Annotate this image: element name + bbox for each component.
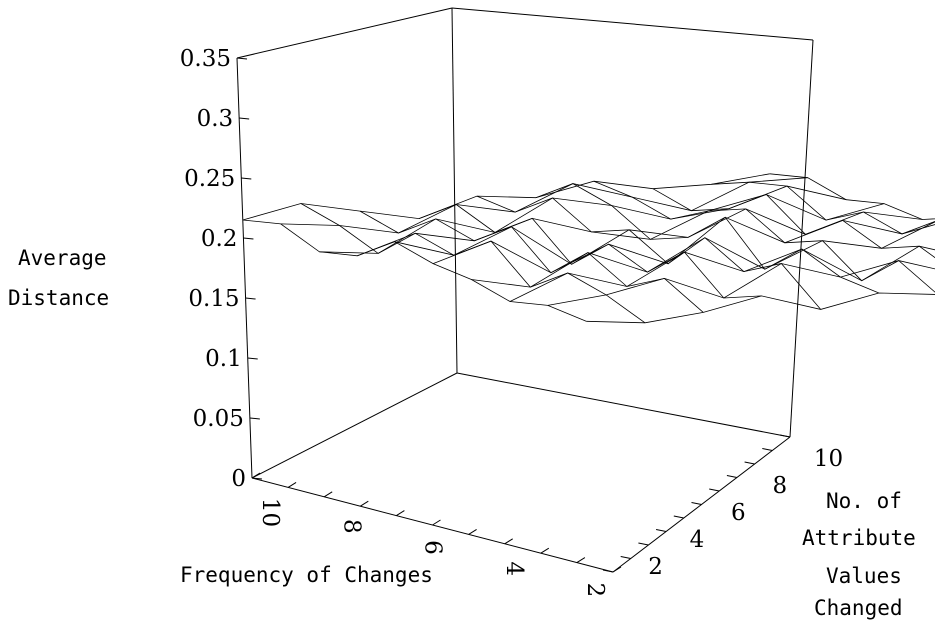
y-axis-title-line-1: No. of [826, 489, 902, 513]
z-tick-mark [251, 477, 263, 480]
z-tick-label: 0.25 [184, 166, 235, 192]
z-tick-mark [239, 117, 250, 120]
x-tick-mark [323, 491, 333, 498]
surface-row-line [418, 204, 762, 299]
floor-back-right-line [456, 372, 791, 438]
surface-row-line [359, 210, 704, 313]
surface-column-line [394, 208, 923, 265]
x-tick-label: 8 [338, 519, 364, 534]
x-tick-mark [432, 519, 441, 526]
y-tick-mark [779, 434, 791, 438]
x-tick-mark [504, 538, 513, 545]
surface-column-line [357, 194, 885, 257]
z-tick-mark [249, 417, 260, 420]
surface-row-line [535, 183, 880, 294]
y-tick-label: 10 [814, 446, 843, 472]
surface-row-line [300, 203, 646, 324]
surface-mesh [242, 173, 935, 324]
top-right-edge [451, 7, 814, 41]
x-tick-mark [396, 510, 405, 517]
y-tick-mark [744, 461, 755, 465]
y-tick-mark [602, 569, 614, 573]
z-axis-title-line-2: Distance [8, 286, 109, 310]
surface-row-line [711, 181, 935, 235]
x-tick-mark [360, 500, 369, 507]
y-tick-mark [726, 475, 737, 478]
axis-labels: Average Distance Frequency of Changes No… [8, 246, 916, 620]
surface-row-line [769, 173, 935, 220]
y-tick-mark [673, 515, 684, 519]
z-tick-mark [241, 177, 252, 180]
surface-row-line [242, 219, 587, 322]
surface-column-line [509, 245, 935, 302]
z-tick-mark [247, 357, 258, 360]
surface-column-line [242, 173, 770, 221]
y-tick-mark [656, 529, 667, 532]
y-tick-label: 2 [648, 554, 663, 580]
z-tick-mark [245, 297, 256, 300]
y-tick-mark [709, 488, 720, 492]
z-tick-label: 0.05 [193, 406, 244, 432]
y-tick-label: 6 [731, 500, 746, 526]
x-tick-label: 10 [257, 498, 283, 527]
x-tick-mark [576, 557, 586, 564]
z-axis-line [236, 57, 253, 479]
surface-column-line [547, 260, 935, 306]
z-tick-label: 0 [231, 466, 246, 492]
y-axis-title-line-4: Changed [814, 596, 903, 620]
right-vertical-line [789, 39, 814, 438]
z-tick-label: 0.3 [197, 106, 234, 132]
x-axis-title: Frequency of Changes [180, 563, 433, 587]
surface-column-line [319, 185, 847, 254]
y-tick-mark [638, 542, 649, 546]
surface-row-line [476, 195, 822, 310]
y-tick-mark [620, 556, 631, 559]
x-tick-mark [251, 472, 261, 479]
z-axis-title-line-1: Average [18, 246, 107, 270]
surface-column-line [471, 221, 935, 288]
surface-row-line [593, 180, 935, 293]
z-tick-label: 0.2 [201, 226, 238, 252]
floor-back-left-line [251, 372, 458, 479]
y-tick-mark [691, 502, 702, 505]
z-tick-mark [236, 57, 248, 60]
y-tick-mark [762, 448, 773, 451]
y-axis-title-line-3: Values [826, 564, 902, 588]
z-tick-mark [243, 237, 254, 240]
y-tick-label: 4 [690, 527, 705, 553]
back-vertical-line [451, 7, 458, 374]
x-tick-mark [540, 547, 550, 554]
x-tick-label: 2 [582, 582, 608, 597]
x-tick-mark [287, 481, 297, 488]
x-tick-mark [468, 528, 477, 535]
z-tick-label: 0.15 [188, 286, 239, 312]
x-tick-label: 4 [501, 561, 527, 576]
axes-box [236, 7, 814, 573]
z-tick-label: 0.1 [205, 346, 242, 372]
top-left-edge [236, 7, 453, 59]
x-tick-mark [612, 566, 622, 573]
z-tick-label: 0.35 [180, 46, 231, 72]
y-axis-title-line-2: Attribute [802, 526, 916, 550]
surface-column-line [586, 292, 935, 324]
y-tick-label: 8 [772, 473, 787, 499]
surface-column-line [432, 216, 935, 274]
surface-column-line [280, 177, 808, 234]
x-tick-label: 6 [420, 540, 446, 555]
